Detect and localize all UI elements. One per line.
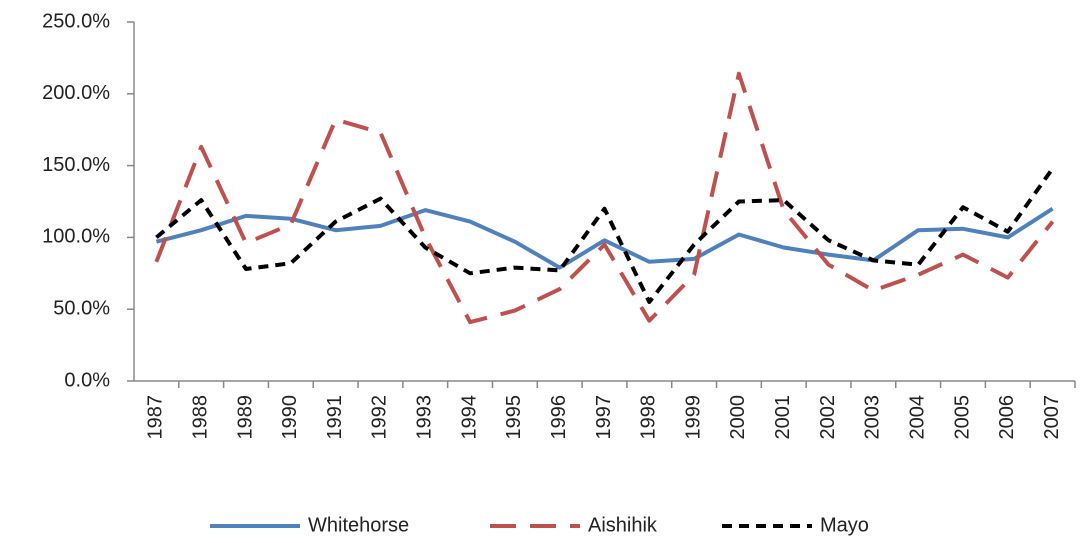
x-tick-label: 2005 <box>951 395 973 440</box>
legend-label: Whitehorse <box>308 514 409 536</box>
x-tick-label: 2001 <box>772 395 794 440</box>
x-tick-label: 2003 <box>862 395 884 440</box>
x-tick-label: 1990 <box>279 395 301 440</box>
y-tick-label: 50.0% <box>53 297 110 319</box>
y-tick-label: 0.0% <box>64 369 110 391</box>
legend-label: Aishihik <box>588 514 658 536</box>
x-tick-label: 1988 <box>189 395 211 440</box>
x-tick-label: 2007 <box>1041 395 1063 440</box>
y-tick-label: 200.0% <box>42 82 110 104</box>
x-tick-label: 2006 <box>996 395 1018 440</box>
legend-label: Mayo <box>820 514 869 536</box>
x-tick-label: 1996 <box>548 395 570 440</box>
x-tick-label: 1995 <box>503 395 525 440</box>
x-tick-label: 1993 <box>414 395 436 440</box>
x-tick-label: 1999 <box>682 395 704 440</box>
x-tick-label: 1998 <box>638 395 660 440</box>
line-series <box>155 207 1054 270</box>
x-tick-label: 1992 <box>369 395 391 440</box>
line-series <box>154 71 1055 325</box>
y-tick-label: 150.0% <box>42 154 110 176</box>
x-tick-label: 2002 <box>817 395 839 440</box>
x-tick-label: 2000 <box>727 395 749 440</box>
x-tick-label: 1989 <box>234 395 256 440</box>
x-tick-label: 1997 <box>593 395 615 440</box>
line-series <box>155 167 1055 304</box>
x-tick-label: 1987 <box>145 395 167 440</box>
x-tick-label: 1994 <box>458 395 480 440</box>
x-tick-label: 2004 <box>906 395 928 440</box>
y-tick-label: 100.0% <box>42 226 110 248</box>
y-tick-label: 250.0% <box>42 10 110 32</box>
x-tick-label: 1991 <box>324 395 346 440</box>
